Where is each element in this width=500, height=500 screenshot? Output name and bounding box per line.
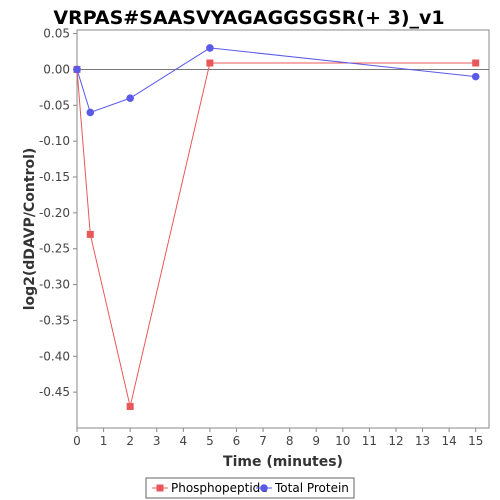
x-tick-label: 7: [259, 434, 267, 448]
legend-label-phosphopeptide: Phosphopeptide: [171, 481, 268, 495]
y-tick-label: -0.25: [39, 242, 70, 256]
legend-label-total-protein: Total Protein: [274, 481, 349, 495]
y-tick-label: -0.10: [39, 134, 70, 148]
y-tick-label: -0.40: [39, 349, 70, 363]
x-tick-label: 2: [126, 434, 134, 448]
x-tick-label: 12: [388, 434, 403, 448]
legend-box: [145, 477, 355, 499]
data-point-total-protein: [126, 94, 134, 102]
x-tick-label: 3: [153, 434, 161, 448]
x-tick-label: 10: [335, 434, 350, 448]
data-point-total-protein: [73, 65, 81, 74]
x-tick-label: 11: [362, 434, 377, 448]
chart-title: VRPAS#SAASVYAGAGGSGSR(+ 3)_v1: [53, 7, 444, 29]
y-tick-label: -0.35: [39, 313, 70, 327]
legend-marker-phosphopeptide: [156, 484, 164, 492]
y-tick-label: -0.05: [39, 98, 70, 112]
data-point-phosphopeptide: [472, 59, 480, 67]
x-tick-label: 0: [73, 434, 81, 448]
y-tick-label: -0.45: [39, 385, 70, 399]
data-point-total-protein: [86, 108, 95, 117]
data-point-phosphopeptide: [126, 402, 134, 410]
plot-area: [76, 29, 490, 429]
x-tick-label: 1: [100, 434, 108, 448]
series-layer: [73, 44, 480, 410]
x-tick-label: 15: [468, 434, 483, 448]
legend: Phosphopeptide Total Protein: [145, 477, 355, 499]
axes: 0 1 2 3 4 5 6 7 8 9 10 11 12 13 14 150.050.00-0.05-0.10…: [39, 27, 489, 448]
x-tick-label: 4: [180, 434, 188, 448]
data-point-phosphopeptide: [206, 59, 214, 67]
legend-marker-total-protein: [260, 484, 268, 492]
data-point-phosphopeptide: [86, 230, 94, 238]
x-tick-label: 8: [286, 434, 294, 448]
y-tick-label: -0.20: [39, 206, 70, 220]
data-point-total-protein: [206, 44, 214, 52]
x-tick-label: 5: [206, 434, 214, 448]
x-tick-label: 14: [441, 434, 456, 448]
y-tick-label: -0.15: [39, 170, 70, 184]
x-tick-label: 6: [233, 434, 241, 448]
x-axis-label: Time (minutes): [223, 454, 343, 470]
x-tick-label: 9: [312, 434, 320, 448]
y-tick-label: 0.05: [43, 27, 70, 41]
y-tick-label: -0.30: [39, 278, 70, 292]
y-axis-label: log2(dDAVP/Control): [22, 148, 38, 311]
x-tick-label: 13: [415, 434, 430, 448]
y-tick-label: 0.00: [43, 62, 70, 76]
data-point-total-protein: [471, 72, 480, 81]
